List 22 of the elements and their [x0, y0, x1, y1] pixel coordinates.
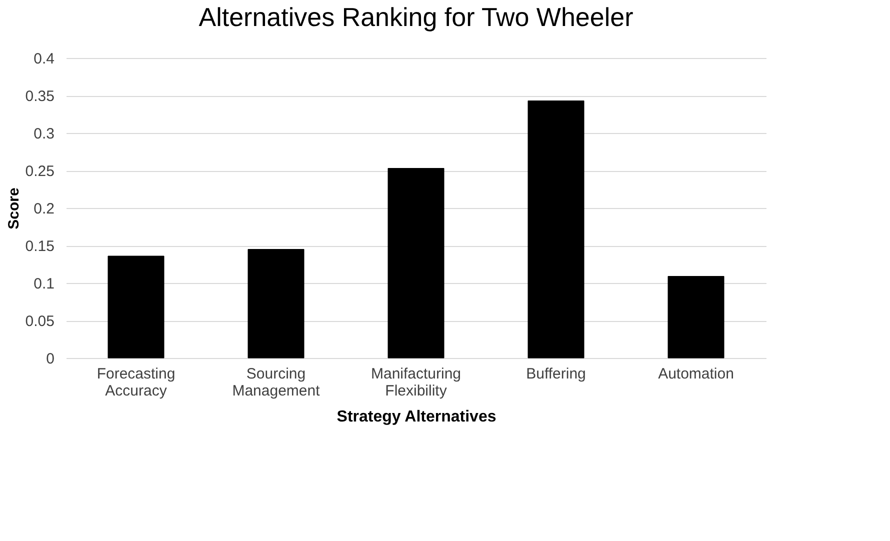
- y-tick-label: 0.4: [34, 50, 54, 68]
- y-tick-label: 0: [46, 350, 54, 368]
- x-tick-label: Sourcing Management: [232, 366, 321, 400]
- bar: [248, 249, 304, 358]
- y-tick-label: 0.25: [25, 163, 54, 180]
- bar: [108, 256, 164, 358]
- y-tick-label: 0.35: [25, 88, 54, 105]
- y-tick-label: 0.05: [25, 313, 54, 330]
- x-tick-label: Buffering: [526, 366, 586, 382]
- y-tick-label: 0.15: [25, 238, 54, 255]
- y-tick-label: 0.1: [34, 276, 54, 292]
- bar: [528, 100, 584, 358]
- chart-title: Alternatives Ranking for Two Wheeler: [198, 2, 634, 32]
- x-tick-label: Manifacturing Flexibility: [370, 366, 462, 400]
- y-tick-label: 0.3: [34, 126, 54, 142]
- y-tick-label: 0.2: [34, 200, 54, 218]
- y-axis-title: Score: [5, 188, 22, 230]
- x-tick-label: Automation: [658, 366, 734, 382]
- x-axis-title: Strategy Alternatives: [336, 408, 496, 426]
- bar: [388, 168, 444, 358]
- x-tick-label: Forecasting Accuracy: [96, 366, 176, 400]
- bar: [668, 276, 724, 358]
